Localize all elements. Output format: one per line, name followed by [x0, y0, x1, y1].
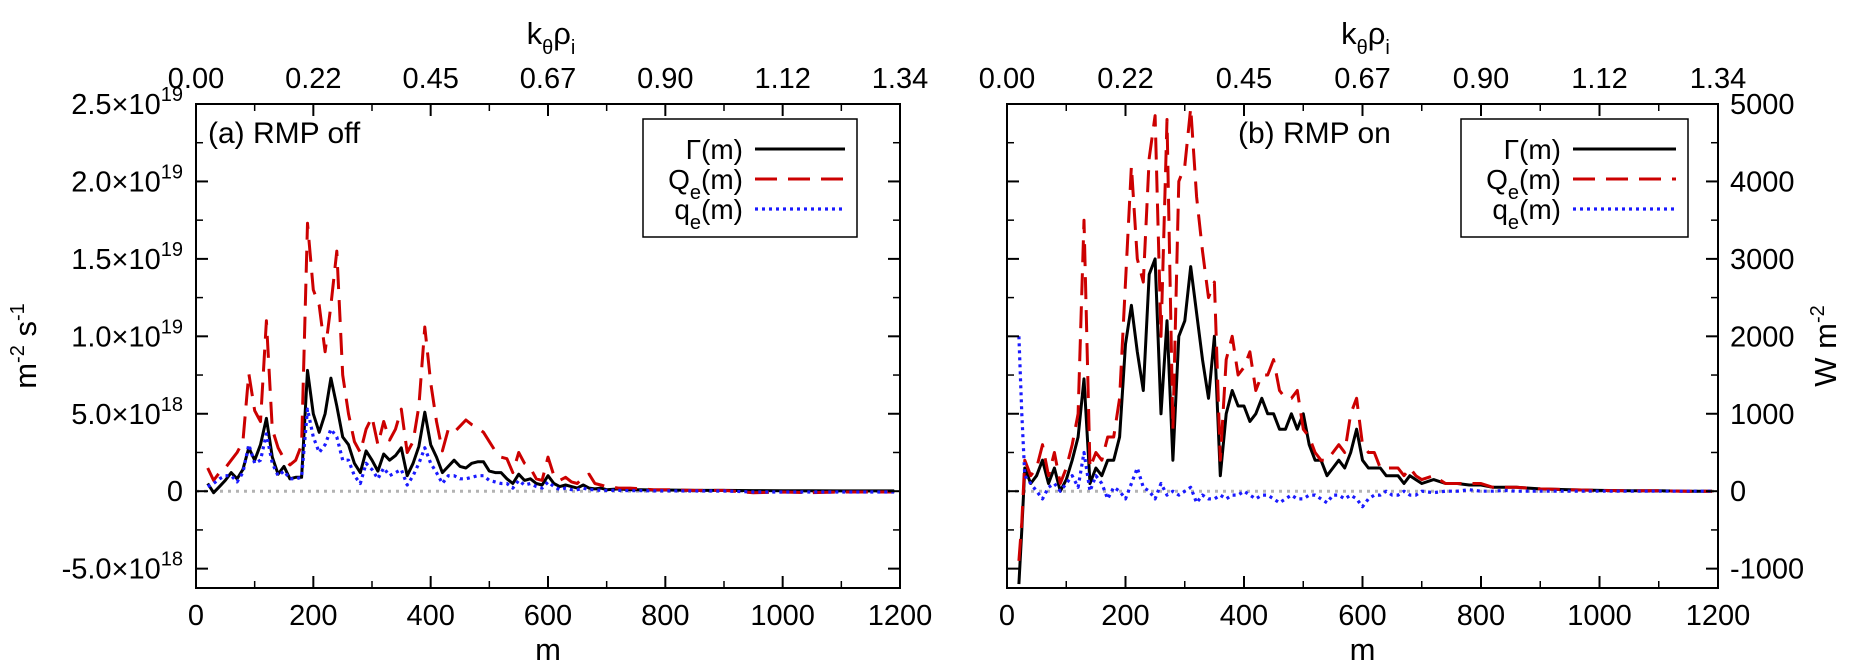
panel-label: (b) RMP on	[1238, 117, 1391, 150]
series-line-gamma	[206, 368, 895, 495]
y-tick-label: 1000	[1730, 399, 1795, 431]
x-tick-label: 600	[1338, 600, 1386, 632]
top-x-tick-label: 0.00	[168, 63, 224, 95]
x-tick-label: 1200	[868, 600, 933, 632]
top-x-tick-label: 0.22	[285, 63, 341, 95]
x-axis-label: m	[535, 632, 561, 666]
series-line-Qe	[1017, 106, 1713, 562]
x-tick-label: 400	[1220, 600, 1268, 632]
top-x-tick-label: 1.34	[1690, 63, 1746, 95]
y-tick-label: 0	[167, 476, 183, 508]
x-tick-label: 0	[188, 600, 204, 632]
top-x-axis-label: kθρi	[1341, 16, 1390, 59]
y-tick-label: 3000	[1730, 244, 1795, 276]
y-tick-label: 5.0×1018	[71, 394, 183, 431]
top-x-tick-label: 1.12	[754, 63, 810, 95]
x-axis-label: m	[1350, 632, 1376, 666]
top-x-tick-label: 0.67	[520, 63, 576, 95]
y-tick-label: 4000	[1730, 166, 1795, 198]
series-line-qe	[206, 407, 895, 494]
x-tick-label: 1000	[1567, 600, 1632, 632]
top-x-tick-label: 1.12	[1571, 63, 1627, 95]
x-tick-label: 1000	[750, 600, 815, 632]
y-tick-label: 0	[1730, 476, 1746, 508]
top-x-tick-label: 0.67	[1334, 63, 1390, 95]
panel-rmp-off: 0 0.00 200 0.22 400 0.45 600 0.67 800 0.90 1000 1.1…	[7, 16, 932, 666]
y-tick-label: 2.0×1019	[71, 161, 183, 198]
y-axis-label: m-2 s-1	[7, 303, 43, 389]
top-x-axis-label: kθρi	[527, 16, 576, 59]
top-x-tick-label: 0.22	[1097, 63, 1153, 95]
top-x-tick-label: 1.34	[872, 63, 928, 95]
top-x-tick-label: 0.45	[402, 63, 458, 95]
legend-label-gamma: Γ(m)	[1504, 134, 1561, 165]
top-x-tick-label: 0.90	[637, 63, 693, 95]
top-x-tick-label: 0.00	[979, 63, 1035, 95]
panel-rmp-on: 0 0.00 200 0.22 400 0.45 600 0.67 800 0.90 1000 1.1…	[979, 16, 1843, 666]
x-tick-label: 200	[289, 600, 337, 632]
x-tick-label: 800	[1457, 600, 1505, 632]
y-tick-label: -1000	[1730, 554, 1804, 586]
legend-label-qe: qe(m)	[1492, 194, 1561, 234]
y-tick-label: 2000	[1730, 321, 1795, 353]
x-tick-label: 600	[524, 600, 572, 632]
panel-label: (a) RMP off	[208, 117, 361, 150]
series-line-qe	[1017, 336, 1713, 509]
y-tick-label: 1.5×1019	[71, 239, 183, 276]
x-tick-label: 200	[1101, 600, 1149, 632]
legend-label-Qe: Qe(m)	[1486, 164, 1561, 204]
series-line-Qe	[206, 221, 895, 495]
y-tick-label: 2.5×1019	[71, 84, 183, 121]
y-axis-label: W m-2	[1807, 305, 1843, 387]
legend-label-Qe: Qe(m)	[668, 164, 743, 204]
y-tick-label: 5000	[1730, 89, 1795, 121]
x-tick-label: 400	[406, 600, 454, 632]
y-tick-label: 1.0×1019	[71, 316, 183, 353]
y-tick-label: -5.0×1018	[62, 549, 183, 586]
x-tick-label: 0	[999, 600, 1015, 632]
top-x-tick-label: 0.90	[1453, 63, 1509, 95]
x-tick-label: 800	[641, 600, 689, 632]
x-tick-label: 1200	[1686, 600, 1751, 632]
top-x-tick-label: 0.45	[1216, 63, 1272, 95]
legend-label-qe: qe(m)	[674, 194, 743, 234]
legend-label-gamma: Γ(m)	[686, 134, 743, 165]
